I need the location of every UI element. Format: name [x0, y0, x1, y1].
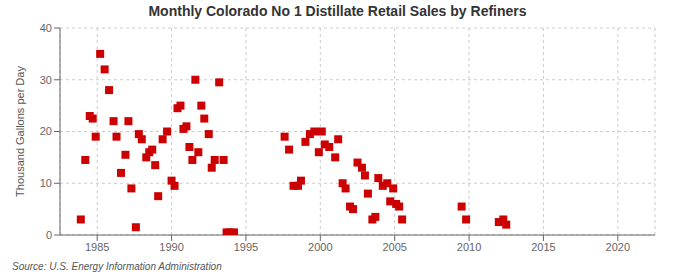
html-text:Monthly Colorado No 1 Distilla: Monthly Colorado No 1 Distillate Retail … [148, 3, 527, 19]
svg-text:2000: 2000 [308, 241, 332, 253]
svg-text:2010: 2010 [457, 241, 481, 253]
svg-text:20: 20 [40, 125, 52, 137]
svg-text:Thousand Gallons per Day: Thousand Gallons per Day [14, 66, 26, 197]
svg-text:10: 10 [40, 177, 52, 189]
svg-text:2015: 2015 [531, 241, 555, 253]
svg-text:1990: 1990 [159, 241, 183, 253]
svg-text:1985: 1985 [85, 241, 109, 253]
svg-text:2020: 2020 [606, 241, 630, 253]
svg-text:1995: 1995 [234, 241, 258, 253]
svg-text:30: 30 [40, 74, 52, 86]
svg-text:0: 0 [46, 229, 52, 241]
svg-text:40: 40 [40, 22, 52, 34]
html-text:Source: U.S. Energy Informatio: Source: U.S. Energy Information Administ… [12, 261, 222, 272]
svg-text:2005: 2005 [382, 241, 406, 253]
